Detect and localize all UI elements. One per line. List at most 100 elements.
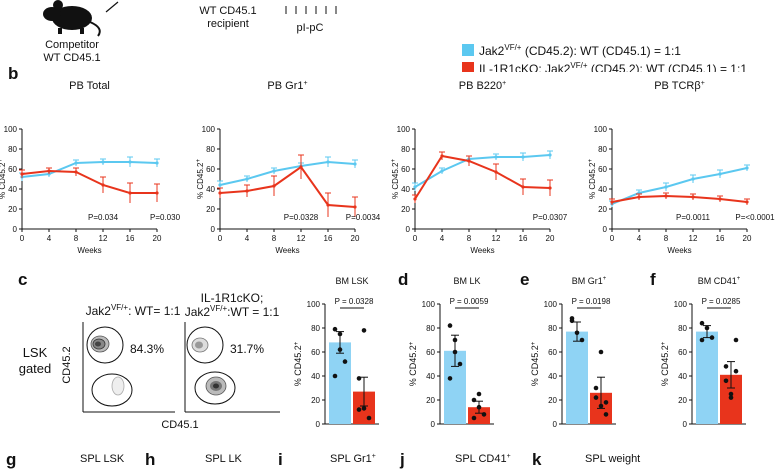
bar-chart-bm-lsk: BM LSK 0 20 40 60 80 100 % CD45.2+ P = 0.0328: [293, 276, 379, 429]
data-point: [467, 159, 471, 163]
data-point: [361, 328, 367, 333]
data-point: [413, 185, 417, 189]
y-tick-label: 0: [431, 420, 436, 429]
y-tick-label: 60: [548, 348, 557, 357]
y-tick-label: 0: [13, 225, 18, 234]
y-tick-label: 40: [206, 185, 215, 194]
y-axis-label: % CD45.2+: [530, 341, 540, 386]
y-tick-label: 20: [598, 205, 607, 214]
x-axis-label: Weeks: [667, 246, 691, 255]
data-point: [101, 160, 105, 164]
x-tick-label: 20: [743, 234, 752, 243]
y-tick-label: 0: [553, 420, 558, 429]
data-point: [452, 337, 458, 343]
data-point: [569, 318, 575, 324]
data-point: [272, 169, 276, 173]
data-point: [332, 326, 338, 332]
y-tick-label: 100: [674, 300, 688, 309]
recipient-label-1: WT CD45.1: [199, 5, 256, 17]
data-point: [718, 197, 722, 201]
data-point: [342, 359, 348, 364]
panel-letter-e: e: [520, 270, 530, 289]
mouse-icon: [43, 0, 101, 37]
y-tick-label: 80: [8, 145, 17, 154]
y-tick-label: 40: [598, 185, 607, 194]
data-point: [603, 400, 609, 405]
data-point: [155, 161, 159, 165]
y-tick-label: 40: [311, 372, 320, 381]
p-value-label: P = 0.0198: [572, 297, 611, 306]
y-tick-label: 20: [206, 205, 215, 214]
y-tick-label: 100: [307, 300, 321, 309]
line-chart-pb-tcrb: PB TCRβ+ 0 20 40 60 80 100 0 4 8 12 16 20 Weeks % CD45…: [588, 80, 775, 255]
data-point: [728, 391, 734, 397]
x-axis-label: Weeks: [77, 246, 101, 255]
data-point: [574, 330, 580, 336]
p-value-label: P = 0.0285: [702, 297, 741, 306]
legend-swatch-red: [462, 62, 474, 72]
data-point: [579, 337, 585, 343]
bar-chart-bm-gr1: BM Gr1+ 0 20 40 60 80 100 % CD45.2+ P = 0.0198: [530, 276, 616, 429]
data-point: [548, 153, 552, 157]
y-tick-label: 20: [426, 396, 435, 405]
title-spl-lsk: SPL LSK: [80, 453, 125, 465]
data-point: [603, 412, 609, 417]
series-line-red: [21, 169, 157, 194]
data-point: [128, 191, 132, 195]
title-spl-cd41: SPL CD41+: [455, 453, 511, 465]
p-value-label: P=0.034: [88, 213, 119, 222]
panel-letter-i: i: [278, 450, 283, 469]
x-tick-label: 16: [519, 234, 528, 243]
x-tick-label: 8: [74, 234, 79, 243]
x-tick-label: 0: [20, 234, 25, 243]
gate-label-2: gated: [19, 361, 52, 376]
bar-blue: [329, 342, 351, 424]
data-point: [733, 337, 739, 343]
recipient-label-2: recipient: [207, 18, 249, 30]
p-value-label: P = 0.0059: [450, 297, 489, 306]
data-point: [691, 177, 695, 181]
data-point: [74, 161, 78, 165]
data-point: [440, 169, 444, 173]
data-point: [413, 197, 417, 201]
p-value-label: P=0.0011: [676, 213, 710, 222]
x-tick-label: 16: [324, 234, 333, 243]
chart-title: PB TCRβ+: [654, 80, 705, 92]
data-point: [471, 397, 477, 403]
panel-letter-f: f: [650, 270, 656, 289]
y-tick-label: 80: [598, 145, 607, 154]
data-point: [593, 385, 599, 391]
data-point: [718, 172, 722, 176]
x-tick-label: 12: [492, 234, 501, 243]
y-tick-label: 40: [401, 185, 410, 194]
chart-title: BM LSK: [335, 276, 368, 286]
data-point: [20, 172, 24, 176]
y-tick-label: 100: [422, 300, 436, 309]
treatment-label: pI-pC: [297, 22, 324, 34]
y-axis-label: % CD45.2+: [293, 341, 303, 386]
series-line-blue: [414, 154, 551, 188]
p-value-label: P=0.030: [150, 213, 181, 222]
data-point: [457, 361, 463, 367]
flow-label-right-1: IL-1R1cKO;: [201, 291, 264, 305]
panel-letter-d: d: [398, 270, 409, 289]
y-tick-label: 80: [311, 324, 320, 333]
data-point: [440, 154, 444, 158]
panel-letter-k: k: [532, 450, 542, 469]
gate-left-lower: [91, 373, 133, 407]
data-point: [548, 186, 552, 190]
competitor-label-2: WT CD45.1: [43, 52, 100, 64]
data-point: [47, 169, 51, 173]
bar-blue: [566, 331, 588, 424]
y-tick-label: 0: [603, 225, 608, 234]
y-tick-label: 20: [548, 396, 557, 405]
x-tick-label: 16: [716, 234, 725, 243]
x-axis-label: Weeks: [470, 246, 494, 255]
data-point: [337, 347, 343, 352]
chart-title: PB Gr1+: [267, 80, 307, 92]
data-point: [704, 325, 710, 331]
schematic-header: Competitor WT CD45.1 WT CD45.1 recipient…: [43, 0, 747, 72]
data-point: [521, 185, 525, 189]
gate-right-lower: [194, 371, 236, 405]
